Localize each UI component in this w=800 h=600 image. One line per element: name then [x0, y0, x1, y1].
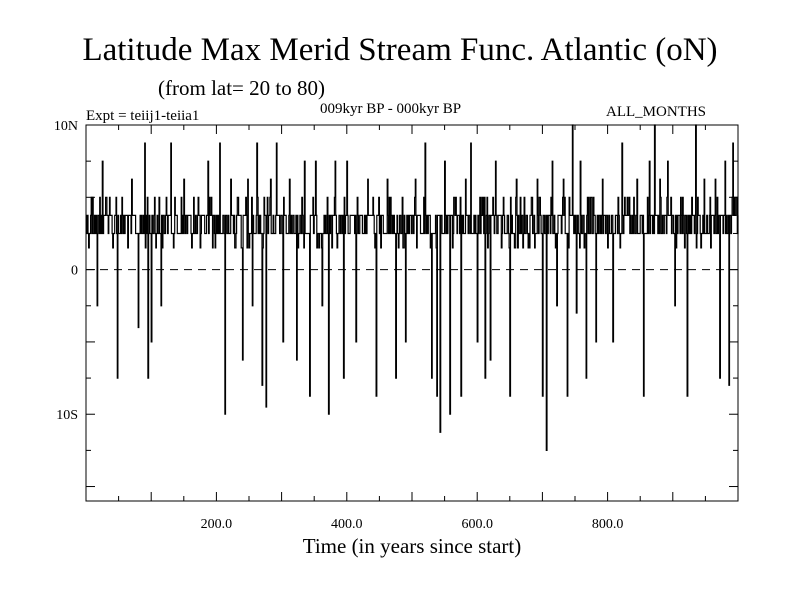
y-tick-label: 0 — [71, 264, 78, 279]
x-tick-label: 400.0 — [331, 517, 363, 532]
axis-tick-labels: 200.0 400.0 600.0 800.0 10N 0 10S — [54, 119, 623, 532]
months-label: ALL_MONTHS — [606, 104, 706, 120]
y-tick-label: 10S — [56, 408, 78, 423]
x-tick-label: 200.0 — [201, 517, 233, 532]
chart-title: Latitude Max Merid Stream Func. Atlantic… — [82, 32, 718, 68]
experiment-label: Expt = teiij1-teiia1 — [86, 108, 200, 124]
x-tick-label: 800.0 — [592, 517, 624, 532]
series-line — [86, 124, 739, 451]
chart-subtitle: (from lat= 20 to 80) — [158, 76, 325, 100]
y-tick-label: 10N — [54, 119, 78, 134]
x-tick-label: 600.0 — [461, 517, 493, 532]
x-axis-label: Time (in years since start) — [302, 534, 522, 558]
period-label: 009kyr BP - 000kyr BP — [320, 101, 462, 117]
axis-ticks — [86, 124, 738, 501]
